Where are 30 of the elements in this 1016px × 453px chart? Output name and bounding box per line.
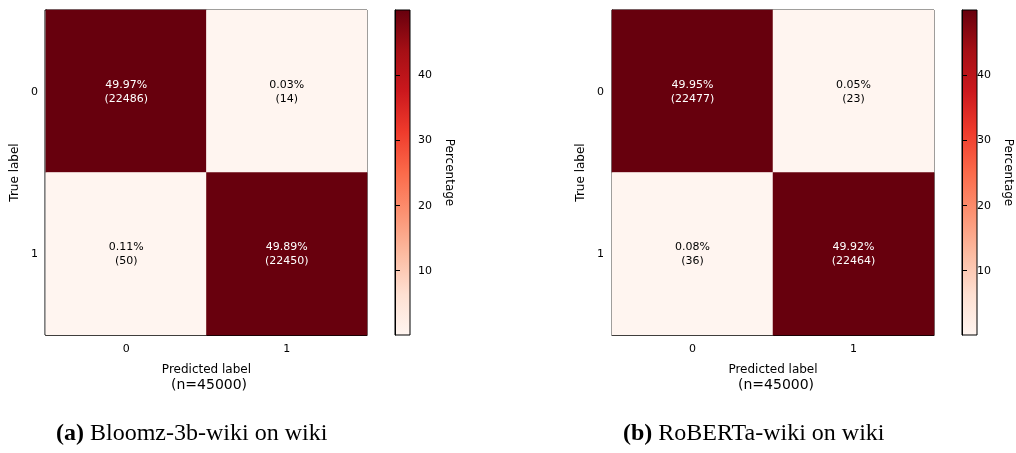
x-tick-label: 0	[122, 342, 130, 355]
color-bar-label: 20	[977, 198, 991, 212]
data-label: 49.89% (22450)	[264, 240, 309, 268]
data-label: 0.03% (14)	[269, 77, 305, 105]
data-label: 49.92% (22464)	[831, 240, 876, 268]
data-label: 49.97% (22486)	[104, 77, 148, 105]
color-bar-label: 30	[977, 133, 991, 147]
color-bar-label: 40	[977, 68, 991, 82]
text: (a) Bloomz-3b-wiki on wiki	[56, 419, 328, 445]
x-axis-title: Predicted label	[728, 362, 818, 376]
color-bar-title: Percentage	[443, 138, 457, 207]
x-tick-label: 0	[689, 342, 696, 355]
y-axis-title: True label	[573, 143, 588, 203]
color-bar-label: 30	[418, 133, 432, 147]
data-label: 0.08% (36)	[675, 240, 710, 268]
x-axis-title: Predicted label	[161, 362, 252, 376]
text: (b) RoBERTa-wiki on wiki	[623, 419, 885, 445]
text: (n=45000)	[738, 376, 815, 392]
data-label: 0.05% (23)	[836, 77, 871, 105]
data-label: 49.95% (22477)	[670, 77, 715, 105]
color-bar-title: Percentage	[1002, 138, 1016, 207]
text: (n=45000)	[171, 376, 248, 392]
color-bar-label: 40	[418, 68, 432, 82]
x-tick-label: 1	[283, 342, 291, 355]
y-axis-title: True label	[7, 143, 21, 203]
color-bar-label: 20	[418, 198, 432, 212]
x-tick-label: 1	[850, 342, 857, 355]
color-bar-label: 10	[418, 263, 432, 277]
data-label: 0.11% (50)	[108, 240, 144, 268]
color-bar-label: 10	[977, 263, 991, 277]
